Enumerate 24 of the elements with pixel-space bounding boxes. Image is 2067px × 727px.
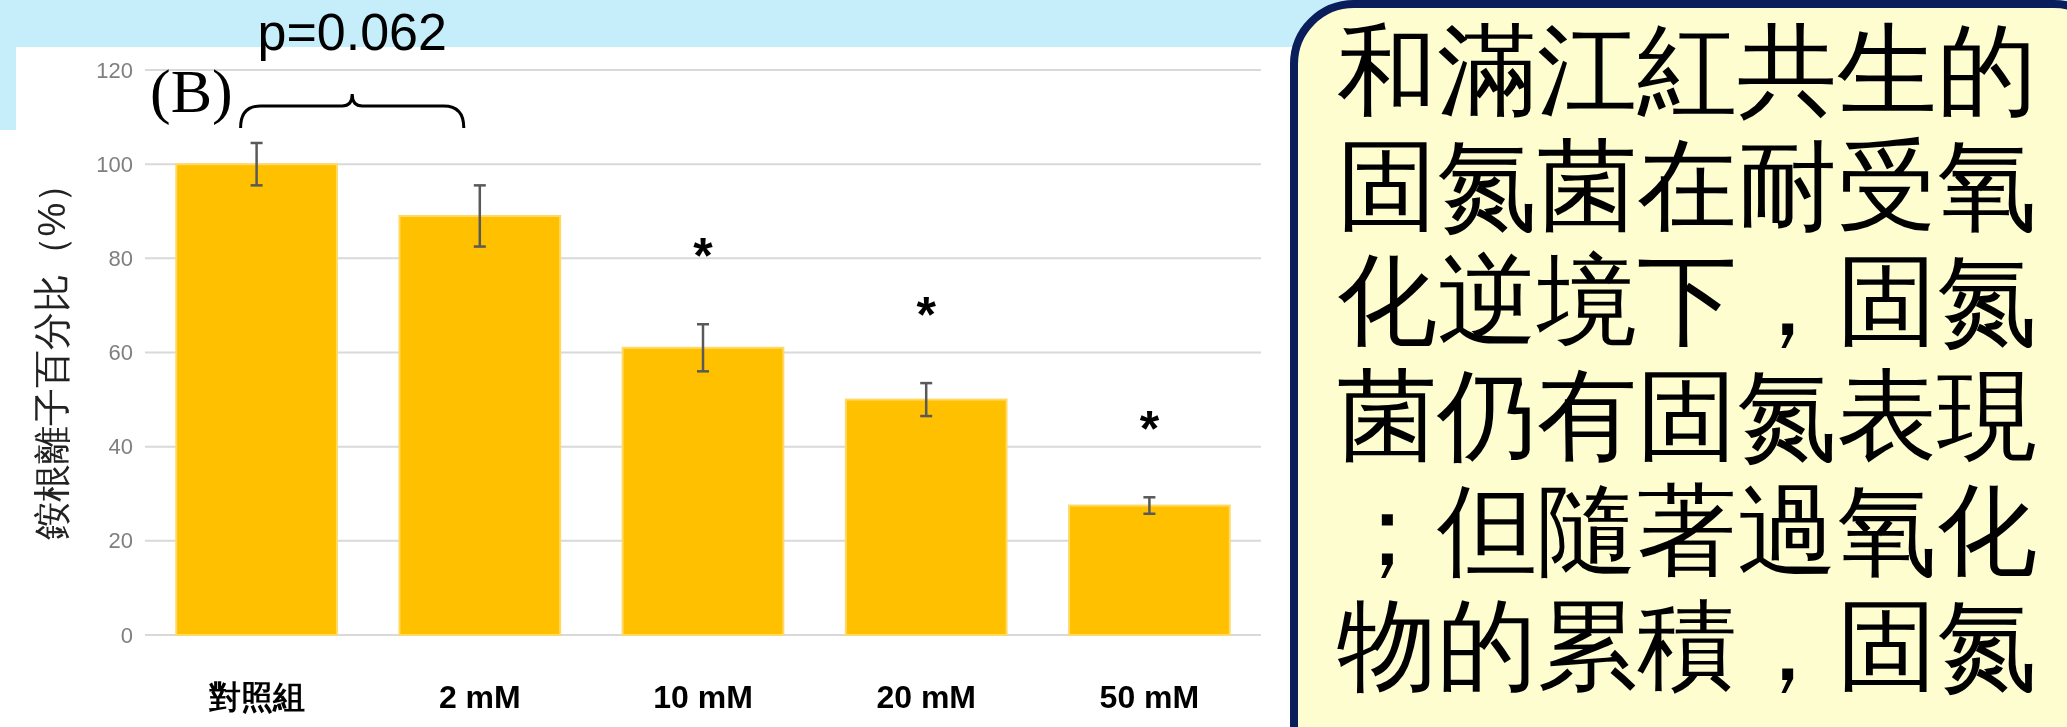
y-tick-label: 100 (96, 151, 133, 177)
bar (621, 346, 785, 636)
text: p=0.062 (257, 3, 447, 61)
bar (1068, 504, 1231, 636)
bar (175, 163, 338, 636)
x-tick-label: 10 mM (653, 679, 753, 715)
y-tick-label: 20 (108, 528, 133, 554)
y-tick-label: 120 (96, 57, 133, 83)
annotation: * (916, 287, 937, 344)
annotation: * (1139, 401, 1160, 458)
text-card: 和滿江紅共生的固氮菌在耐受氧化逆境下，固氮菌仍有固氮表現；但隨著過氧化物的累積，固氮 (1290, 0, 2067, 727)
y-tick-label: 0 (120, 622, 133, 648)
bar (844, 398, 1008, 636)
x-tick-label: 對照組 (207, 679, 305, 715)
y-tick-label: 80 (108, 245, 133, 271)
y-tick-label: 60 (108, 340, 133, 365)
annotation: (B) (150, 57, 233, 126)
bar (398, 214, 562, 636)
x-tick-label: 20 mM (876, 679, 976, 715)
annotation: * (693, 228, 714, 285)
x-tick-label: 50 mM (1099, 679, 1200, 715)
y-tick-label: 40 (108, 434, 133, 460)
y-axis-title: 銨根離子百分比（%） (31, 164, 73, 541)
x-tick-label: 2 mM (438, 679, 521, 715)
